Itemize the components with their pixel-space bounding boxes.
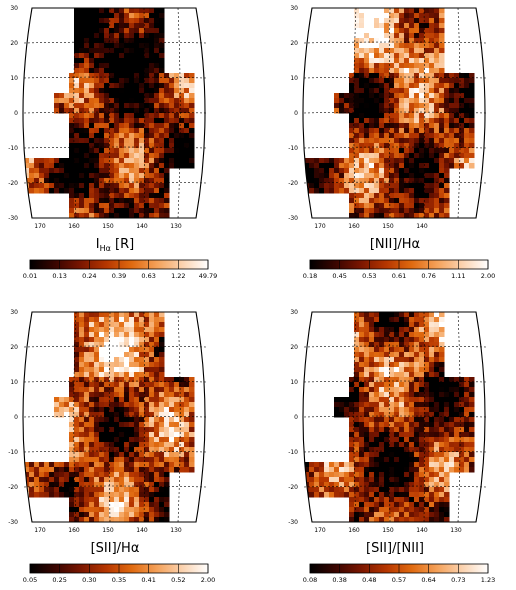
title-subscript: Hα [100,244,111,253]
graticule [303,311,487,523]
panel-nii: 30 20 10 0 -10 -20 -30 170 160 150 140 [NII]/Hα 0.18… [288,5,495,280]
colorbar-tick-label: 0.18 [303,272,317,280]
lon-tick-label: 140 [416,223,428,230]
panel-title: [SII]/Hα [91,541,140,556]
lon-tick-label: 160 [68,527,80,534]
lon-tick-label: 140 [416,527,428,534]
lat-tick-label: 30 [290,5,298,12]
lon-tick-label: 170 [34,527,46,534]
colorbar-tick-label: 0.48 [362,576,376,584]
colorbar-tick-label: 0.13 [52,272,66,280]
colorbar-tick-label: 0.64 [421,576,435,584]
map-image [304,312,475,522]
colorbar-tick-label: 0.76 [421,272,435,280]
lat-tick-label: -30 [288,519,298,526]
map-image [24,8,195,218]
colorbar-tick-label: 0.61 [392,272,406,280]
lon-tick-label: 130 [170,527,182,534]
colorbar-tick-label: 0.05 [23,576,37,584]
lat-tick-label: -30 [8,519,18,526]
lat-tick-label: 10 [290,75,298,82]
lon-tick-label: 130 [170,223,182,230]
lat-tick-label: 0 [14,110,18,117]
colorbar-tick-label: 2.00 [481,272,495,280]
lat-tick-label: -30 [288,215,298,222]
lat-tick-label: 30 [10,5,18,12]
panel-sii-nii: 30 20 10 0 -10 -20 -30 170 160 150 140 130 [SII]/[NI… [288,309,495,584]
lat-tick-label: -20 [8,180,18,187]
colorbar-tick-label: 2.00 [201,576,215,584]
lat-tick-label: 30 [290,309,298,316]
lat-tick-label: 20 [10,344,18,351]
lon-tick-label: 150 [102,223,114,230]
colorbar-tick-label: 0.57 [392,576,406,584]
colorbar-tick-label: 0.24 [82,272,96,280]
lon-tick-label: 150 [102,527,114,534]
colorbar-tick-label: 0.73 [451,576,465,584]
lat-tick-label: 30 [10,309,18,316]
lat-tick-label: 0 [294,414,298,421]
colorbar-tick-label: 49.79 [199,272,218,280]
lon-tick-label: 170 [314,223,326,230]
graticule [23,7,207,219]
map-frame [302,7,486,219]
panel-ha: 30 20 10 0 -10 -20 -30 170 160 150 140 130 IHα [R] 0.… [8,5,217,280]
colorbar-tick-label: 0.53 [362,272,376,280]
graticule [23,311,207,523]
lat-tick-label: 10 [10,379,18,386]
colorbar-tick-label: 1.23 [481,576,495,584]
map-image [24,312,195,522]
lat-tick-label: 20 [10,40,18,47]
map-frame [22,7,206,219]
lat-tick-label: -20 [288,484,298,491]
colorbar-tick-label: 0.63 [141,272,155,280]
colorbar-tick-label: 0.30 [82,576,96,584]
colorbar-tick-label: 1.11 [451,272,465,280]
lat-tick-label: 20 [290,40,298,47]
panel-sii-ha: 30 20 10 0 -10 -20 -30 170 160 150 140 130 [SII]/Hα 0… [8,309,215,584]
lon-tick-label: 150 [382,527,394,534]
panel-title: [NII]/Hα [370,237,420,252]
lat-tick-label: 0 [14,414,18,421]
map-image [304,8,475,218]
lon-tick-label: 160 [348,527,360,534]
lat-tick-label: -10 [288,449,298,456]
colorbar-tick-label: 0.52 [171,576,185,584]
colorbar-tick-label: 1.22 [171,272,185,280]
map-frame [22,311,206,523]
lon-tick-label: 160 [68,223,80,230]
colorbar-tick-label: 0.41 [141,576,155,584]
lat-tick-label: 10 [290,379,298,386]
colorbar-tick-label: 0.45 [332,272,346,280]
lat-tick-label: -10 [8,145,18,152]
lat-tick-label: -20 [288,180,298,187]
title-suffix: [R] [111,237,134,252]
colorbar-tick-label: 0.01 [23,272,37,280]
lon-tick-label: 170 [314,527,326,534]
colorbar-tick-label: 0.08 [303,576,317,584]
colorbar-tick-label: 0.25 [52,576,66,584]
lat-tick-label: -10 [8,449,18,456]
lon-tick-label: 150 [382,223,394,230]
colorbar-tick-label: 0.39 [112,272,126,280]
lat-tick-label: -30 [8,215,18,222]
graticule [303,7,487,219]
colorbar-tick-label: 0.38 [332,576,346,584]
lat-tick-label: 10 [10,75,18,82]
map-frame [302,311,486,523]
panel-title: [SII]/[NII] [366,541,424,556]
colorbar-tick-label: 0.35 [112,576,126,584]
lat-tick-label: -20 [8,484,18,491]
lat-tick-label: 0 [294,110,298,117]
lon-tick-label: 140 [136,223,148,230]
lon-tick-label: 170 [34,223,46,230]
lat-tick-label: -10 [288,145,298,152]
lon-tick-label: 160 [348,223,360,230]
lon-tick-label: 140 [136,527,148,534]
lat-tick-label: 20 [290,344,298,351]
lon-tick-label: 130 [450,527,462,534]
panel-title: IHα [R] [96,237,134,253]
